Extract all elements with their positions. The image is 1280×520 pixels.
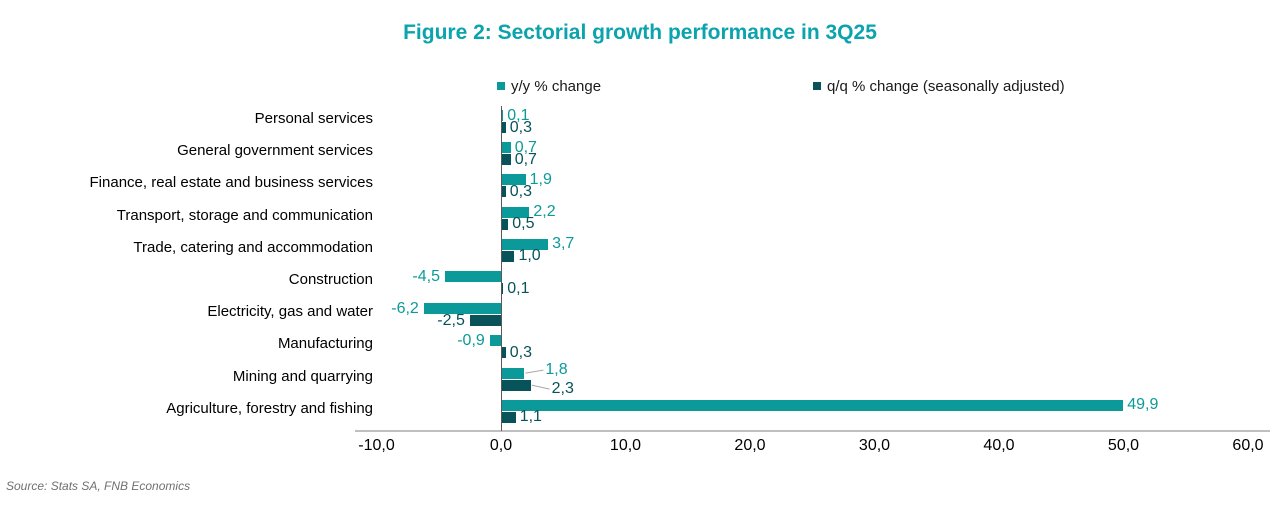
value-label-yy-general-government-services: 0,7	[514, 138, 537, 156]
legend-label-yy: y/y % change	[511, 77, 602, 95]
legend-swatch-qq-icon	[813, 82, 821, 90]
zero-gridline	[501, 106, 502, 431]
value-label-yy-finance-real-estate-and-business-services: 1,9	[529, 170, 552, 188]
value-label-qq-mining-and-quarrying: 2,3	[551, 380, 574, 398]
value-label-yy-agriculture-forestry-and-fishing: 49,9	[1127, 396, 1159, 414]
bar-qq-agriculture-forestry-and-fishing	[502, 411, 516, 423]
x-tick-20_0: 20,0	[734, 437, 766, 454]
legend-swatch-yy-icon	[497, 82, 505, 90]
value-label-yy-electricity-gas-and-water: -6,2	[391, 299, 419, 317]
bar-qq-transport-storage-and-communication	[502, 218, 509, 230]
bar-yy-trade-catering-and-accommodation	[502, 238, 549, 250]
legend-item-qq: q/q % change (seasonally adjusted)	[813, 77, 1065, 95]
value-label-qq-transport-storage-and-communication: 0,5	[512, 215, 535, 233]
value-label-qq-manufacturing: 0,3	[509, 343, 532, 361]
value-label-qq-general-government-services: 0,7	[514, 150, 537, 168]
category-label-trade-catering-and-accommodation: Trade, catering and accommodation	[133, 238, 373, 256]
bar-qq-general-government-services	[502, 154, 511, 166]
x-tick-60_0: 60,0	[1232, 437, 1264, 454]
leader-line-mining-and-quarrying-0	[525, 369, 544, 374]
x-axis-line	[355, 430, 1270, 432]
bar-qq-personal-services	[502, 122, 506, 133]
x-tick-40_0: 40,0	[983, 437, 1015, 454]
category-label-personal-services: Personal services	[254, 110, 373, 127]
category-label-transport-storage-and-communication: Transport, storage and communication	[116, 206, 373, 224]
x-tick-30_0: 30,0	[858, 437, 891, 454]
value-label-yy-construction: -4,5	[412, 267, 440, 285]
category-label-manufacturing: Manufacturing	[277, 335, 373, 353]
bar-yy-finance-real-estate-and-business-services	[502, 174, 526, 186]
bar-yy-general-government-services	[502, 142, 511, 154]
bar-yy-manufacturing	[489, 335, 501, 347]
value-label-yy-transport-storage-and-communication: 2,2	[533, 203, 556, 221]
legend-item-yy: y/y % change	[497, 77, 601, 95]
category-label-construction: Construction	[288, 271, 373, 288]
value-label-qq-agriculture-forestry-and-fishing: 1,1	[519, 408, 542, 426]
value-label-qq-electricity-gas-and-water: -2,5	[437, 311, 465, 329]
category-label-finance-real-estate-and-business-services: Finance, real estate and business servic…	[89, 174, 373, 192]
bar-yy-transport-storage-and-communication	[502, 206, 530, 218]
value-label-qq-trade-catering-and-accommodation: 1,0	[518, 247, 541, 265]
bar-qq-manufacturing	[502, 347, 506, 359]
value-label-qq-finance-real-estate-and-business-services: 0,3	[509, 182, 532, 200]
chart-title: Figure 2: Sectorial growth performance i…	[403, 21, 877, 44]
category-label-mining-and-quarrying: Mining and quarrying	[232, 367, 373, 385]
x-tick-10_0: 10,0	[609, 437, 642, 454]
x-tick--10_0: -10,0	[358, 437, 395, 454]
category-label-general-government-services: General government services	[177, 142, 373, 160]
value-label-yy-personal-services: 0,1	[507, 106, 530, 124]
x-tick-0_0: 0,0	[489, 437, 513, 454]
bar-yy-construction	[444, 271, 501, 282]
bar-qq-trade-catering-and-accommodation	[502, 250, 515, 262]
bar-yy-personal-services	[502, 110, 504, 121]
bar-yy-agriculture-forestry-and-fishing	[502, 399, 1124, 411]
category-label-agriculture-forestry-and-fishing: Agriculture, forestry and fishing	[166, 399, 373, 417]
legend-label-qq: q/q % change (seasonally adjusted)	[827, 77, 1065, 95]
value-label-qq-construction: 0,1	[507, 279, 530, 297]
value-label-qq-personal-services: 0,3	[509, 118, 532, 136]
value-label-yy-mining-and-quarrying: 1,8	[545, 361, 568, 379]
bar-yy-mining-and-quarrying	[502, 367, 525, 379]
bar-qq-mining-and-quarrying	[502, 379, 531, 391]
value-label-yy-trade-catering-and-accommodation: 3,7	[552, 235, 575, 253]
value-label-yy-manufacturing: -0,9	[457, 331, 485, 349]
bar-qq-electricity-gas-and-water	[469, 315, 501, 327]
category-label-electricity-gas-and-water: Electricity, gas and water	[207, 303, 373, 321]
leader-line-mining-and-quarrying-1	[531, 384, 550, 390]
source-note: Source: Stats SA, FNB Economics	[6, 479, 191, 493]
x-tick-50_0: 50,0	[1107, 437, 1140, 454]
bar-qq-construction	[502, 283, 504, 294]
bar-qq-finance-real-estate-and-business-services	[502, 186, 506, 198]
bar-yy-electricity-gas-and-water	[423, 303, 501, 315]
